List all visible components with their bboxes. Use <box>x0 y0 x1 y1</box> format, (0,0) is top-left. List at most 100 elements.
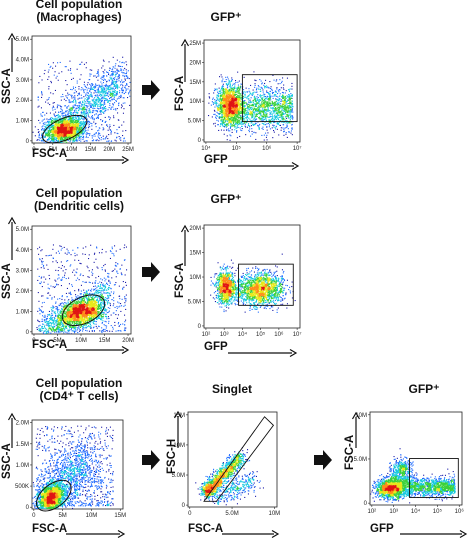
event-dot <box>108 107 110 109</box>
event-dot <box>89 106 91 108</box>
event-dot <box>83 115 85 117</box>
event-dot <box>93 119 95 121</box>
event-dot <box>233 87 235 89</box>
event-dot <box>233 92 235 94</box>
event-dot <box>85 135 87 137</box>
event-dot <box>97 111 99 113</box>
event-dot <box>236 127 238 129</box>
event-dot <box>75 127 77 129</box>
event-dot <box>50 137 52 139</box>
event-dot <box>232 110 234 112</box>
event-dot <box>221 76 223 78</box>
event-dot <box>65 114 67 116</box>
event-dot <box>228 116 230 118</box>
event-dot <box>221 109 223 111</box>
event-dot <box>64 121 66 123</box>
event-dot <box>92 100 94 102</box>
event-dot <box>93 101 95 103</box>
event-dot <box>56 123 58 125</box>
event-dot <box>47 133 49 135</box>
event-dot <box>228 108 230 110</box>
event-dot <box>71 107 73 109</box>
event-dot <box>94 90 96 92</box>
event-dot <box>97 114 99 116</box>
event-dot <box>86 118 88 120</box>
event-dot <box>109 119 111 121</box>
event-dot <box>264 82 266 84</box>
event-dot <box>291 110 293 112</box>
event-dot <box>67 114 69 116</box>
event-dot <box>107 125 109 127</box>
event-dot <box>230 103 232 105</box>
event-dot <box>240 103 242 105</box>
event-dot <box>283 131 285 133</box>
event-dot <box>111 80 113 82</box>
event-dot <box>97 87 99 89</box>
event-dot <box>69 126 71 128</box>
event-dot <box>117 69 119 71</box>
event-dot <box>65 117 67 119</box>
event-dot <box>108 89 110 91</box>
event-dot <box>96 110 98 112</box>
event-dot <box>49 66 51 68</box>
event-dot <box>227 82 229 84</box>
event-dot <box>52 67 54 69</box>
event-dot <box>92 104 94 106</box>
event-dot <box>228 100 230 102</box>
event-dot <box>44 135 46 137</box>
event-dot <box>99 102 101 104</box>
event-dot <box>91 88 93 90</box>
event-dot <box>228 103 230 105</box>
event-dot <box>120 95 122 97</box>
event-dot <box>94 107 96 109</box>
event-dot <box>89 89 91 91</box>
event-dot <box>77 126 79 128</box>
event-dot <box>76 136 78 138</box>
event-dot <box>226 119 228 121</box>
event-dot <box>65 126 67 128</box>
event-dot <box>213 102 215 104</box>
event-dot <box>219 97 221 99</box>
event-dot <box>41 126 43 128</box>
event-dot <box>59 116 61 118</box>
event-dot <box>60 106 62 108</box>
event-dot <box>233 122 235 124</box>
event-dot <box>73 114 75 116</box>
event-dot <box>115 73 117 75</box>
event-dot <box>94 97 96 99</box>
event-dot <box>216 101 218 103</box>
event-dot <box>87 99 89 101</box>
event-dot <box>55 77 57 79</box>
event-dot <box>80 121 82 123</box>
event-dot <box>240 97 242 99</box>
event-dot <box>48 97 50 99</box>
event-dot <box>225 92 227 94</box>
event-dot <box>258 86 260 88</box>
event-dot <box>58 136 60 138</box>
event-dot <box>279 83 281 85</box>
event-dot <box>121 89 123 91</box>
event-dot <box>218 95 220 97</box>
event-dot <box>229 85 231 87</box>
event-dot <box>64 121 66 123</box>
event-dot <box>50 82 52 84</box>
event-dot <box>228 128 230 130</box>
event-dot <box>122 81 124 83</box>
event-dot <box>42 111 44 113</box>
event-dot <box>229 91 231 93</box>
event-dot <box>59 137 61 139</box>
event-dot <box>113 90 115 92</box>
event-dot <box>58 121 60 123</box>
event-dot <box>104 107 106 109</box>
event-dot <box>247 108 249 110</box>
event-dot <box>73 96 75 98</box>
event-dot <box>80 115 82 117</box>
event-dot <box>61 142 63 143</box>
event-dot <box>219 125 221 127</box>
event-dot <box>220 74 222 76</box>
event-dot <box>72 106 74 108</box>
event-dot <box>58 134 60 136</box>
event-dot <box>75 107 77 109</box>
event-dot <box>227 113 229 115</box>
event-dot <box>217 105 219 107</box>
